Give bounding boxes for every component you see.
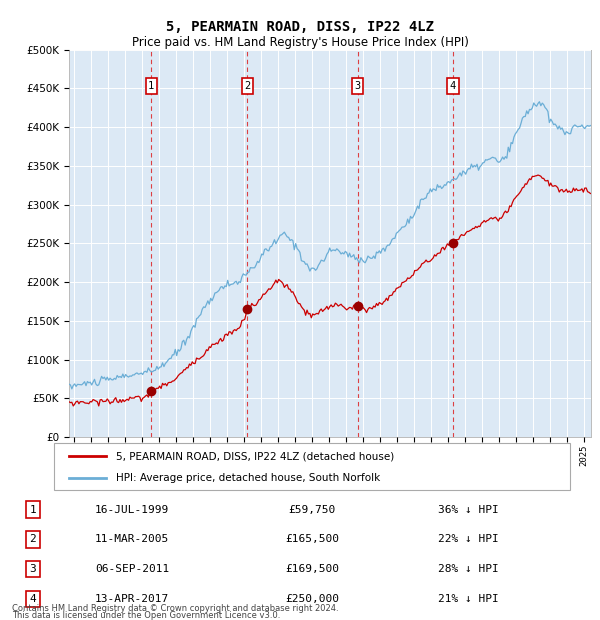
Text: Price paid vs. HM Land Registry's House Price Index (HPI): Price paid vs. HM Land Registry's House …	[131, 36, 469, 49]
Text: 1: 1	[29, 505, 37, 515]
Text: 1: 1	[148, 81, 154, 91]
Text: 5, PEARMAIN ROAD, DISS, IP22 4LZ (detached house): 5, PEARMAIN ROAD, DISS, IP22 4LZ (detach…	[116, 451, 394, 461]
Text: 11-MAR-2005: 11-MAR-2005	[95, 534, 169, 544]
Text: 16-JUL-1999: 16-JUL-1999	[95, 505, 169, 515]
Text: 4: 4	[450, 81, 456, 91]
Text: 21% ↓ HPI: 21% ↓ HPI	[437, 594, 499, 604]
Text: 2: 2	[244, 81, 250, 91]
Text: 06-SEP-2011: 06-SEP-2011	[95, 564, 169, 574]
Text: 5, PEARMAIN ROAD, DISS, IP22 4LZ: 5, PEARMAIN ROAD, DISS, IP22 4LZ	[166, 20, 434, 34]
Text: This data is licensed under the Open Government Licence v3.0.: This data is licensed under the Open Gov…	[12, 611, 280, 620]
Text: Contains HM Land Registry data © Crown copyright and database right 2024.: Contains HM Land Registry data © Crown c…	[12, 603, 338, 613]
Text: 4: 4	[29, 594, 37, 604]
Text: £165,500: £165,500	[285, 534, 339, 544]
Text: 2: 2	[29, 534, 37, 544]
Text: 36% ↓ HPI: 36% ↓ HPI	[437, 505, 499, 515]
FancyBboxPatch shape	[54, 443, 570, 490]
Text: 22% ↓ HPI: 22% ↓ HPI	[437, 534, 499, 544]
Text: HPI: Average price, detached house, South Norfolk: HPI: Average price, detached house, Sout…	[116, 473, 380, 483]
Text: £169,500: £169,500	[285, 564, 339, 574]
Text: £59,750: £59,750	[289, 505, 335, 515]
Text: £250,000: £250,000	[285, 594, 339, 604]
Text: 13-APR-2017: 13-APR-2017	[95, 594, 169, 604]
Text: 3: 3	[29, 564, 37, 574]
Text: 3: 3	[355, 81, 361, 91]
Text: 28% ↓ HPI: 28% ↓ HPI	[437, 564, 499, 574]
